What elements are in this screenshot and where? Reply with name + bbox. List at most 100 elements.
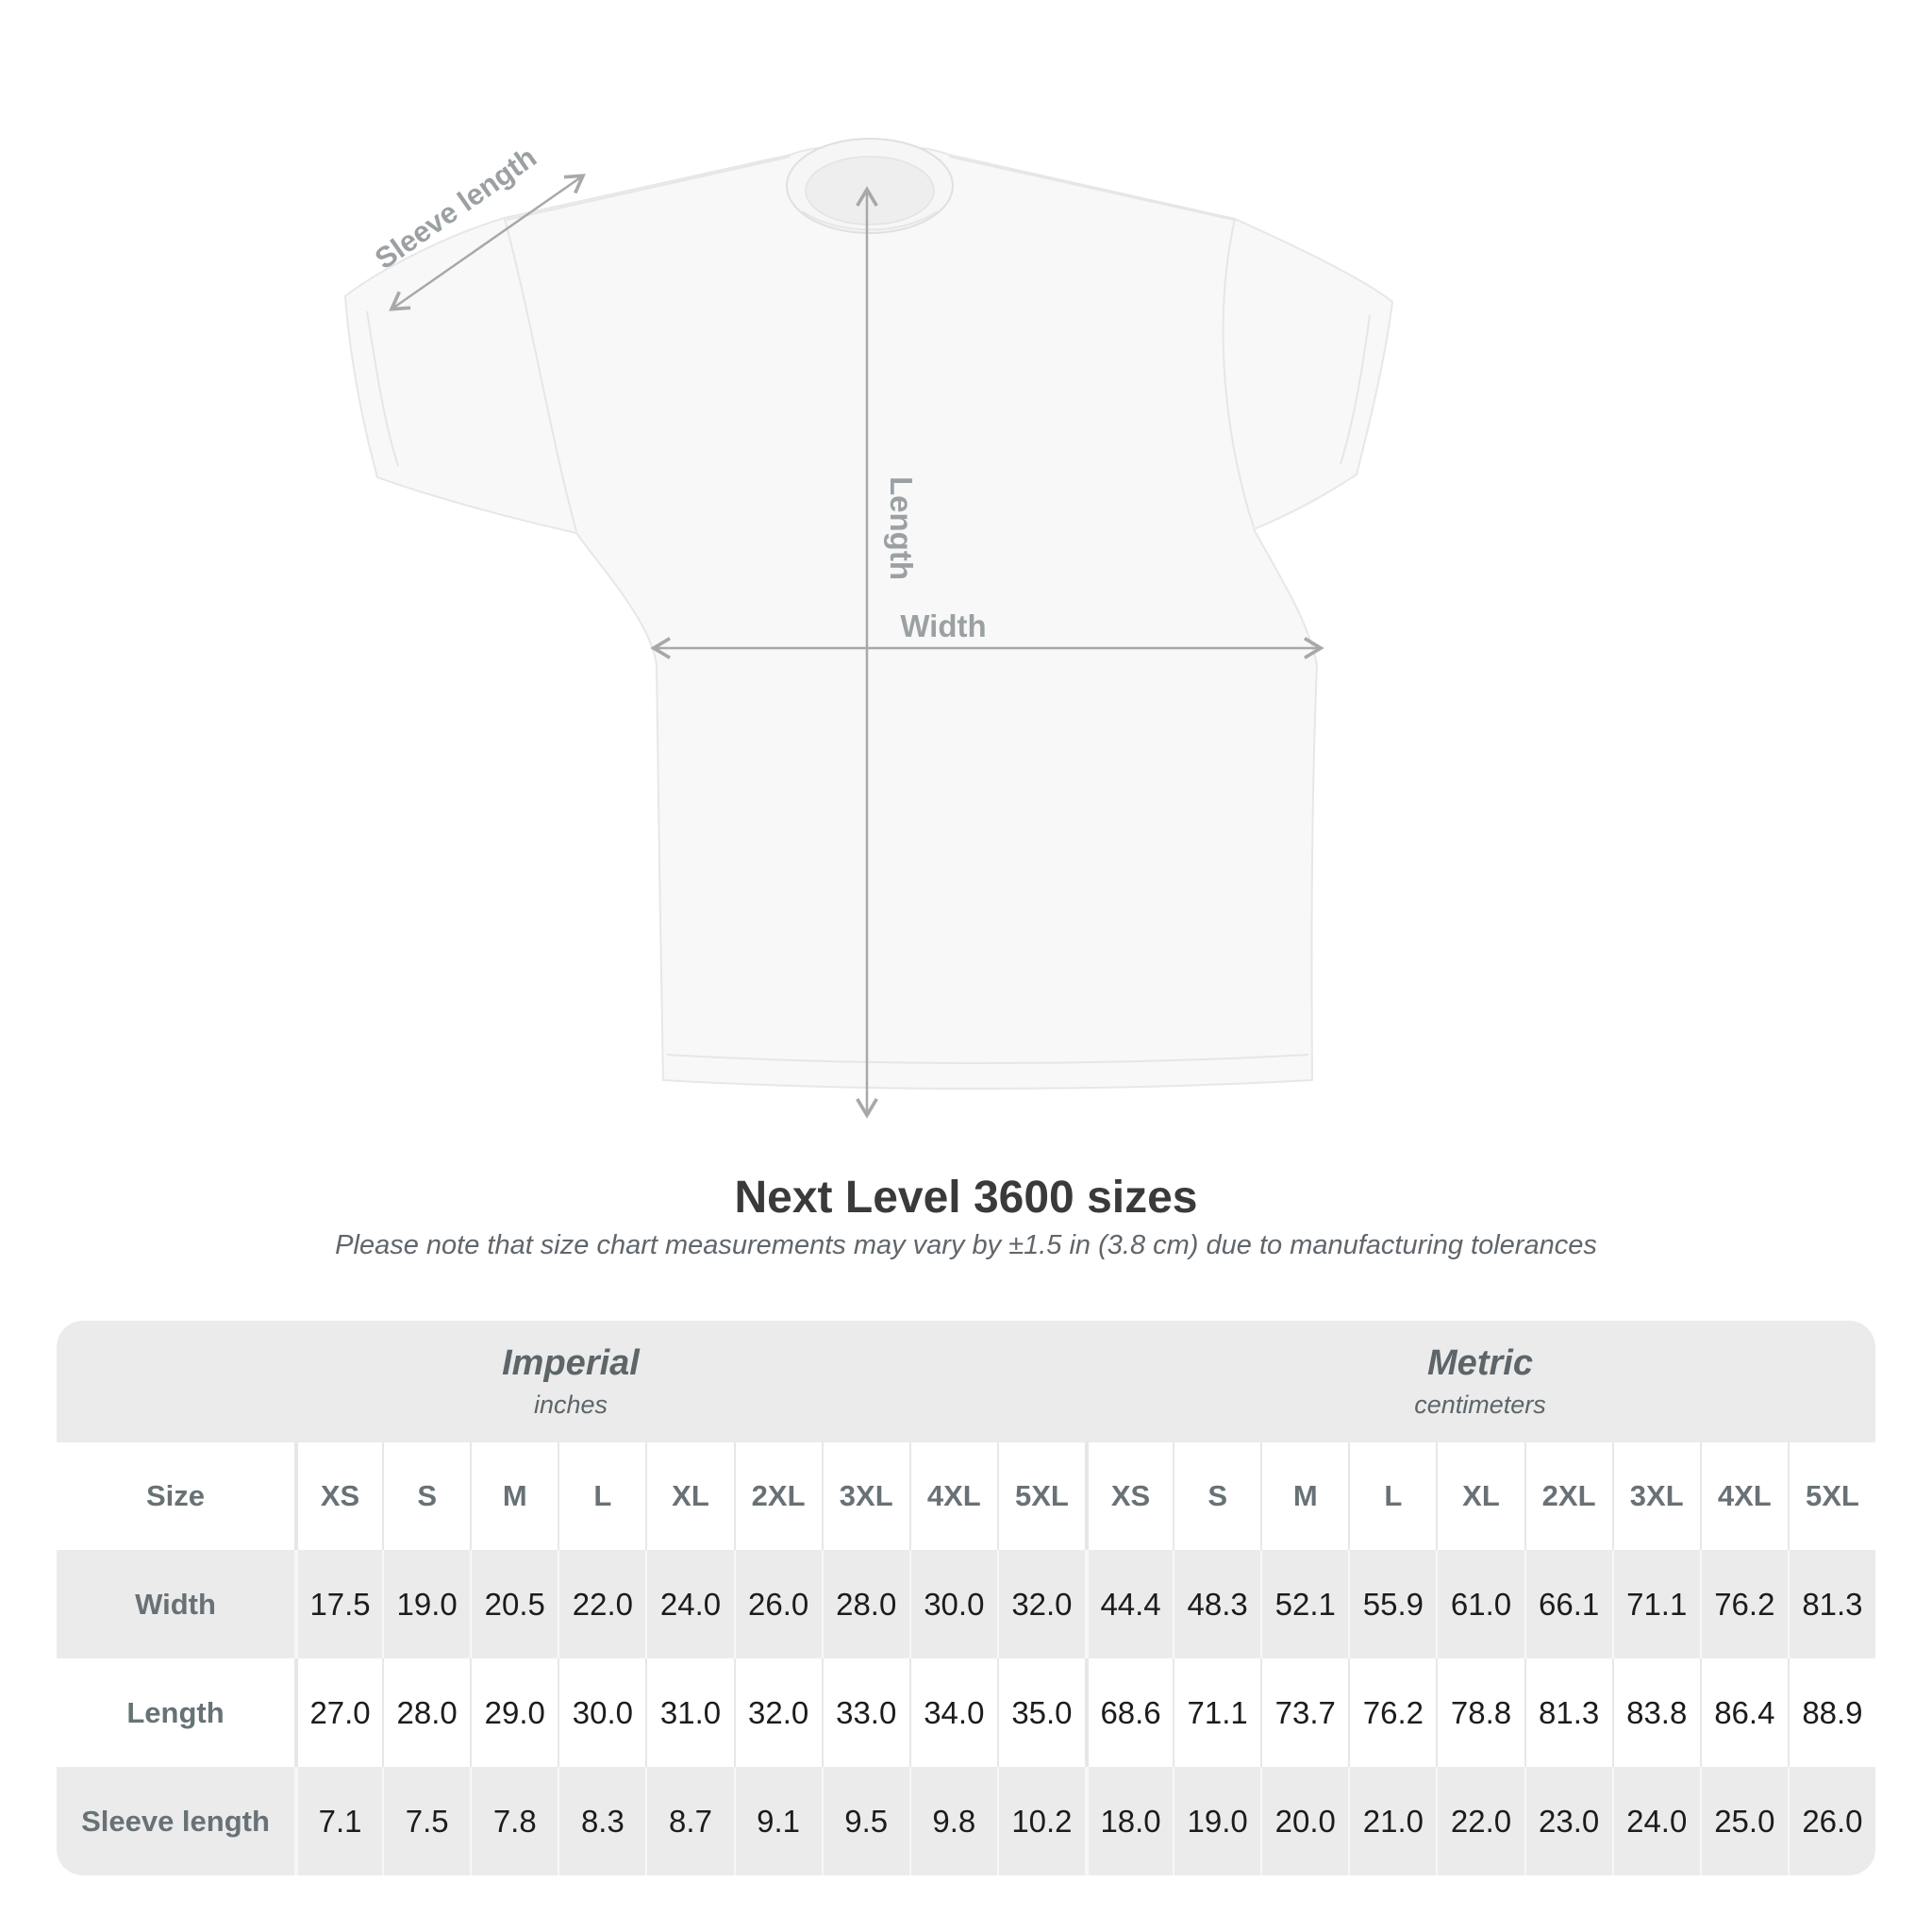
value-cell: 44.4 xyxy=(1085,1550,1173,1658)
value-cell: 30.0 xyxy=(558,1658,645,1767)
page-subtitle: Please note that size chart measurements… xyxy=(335,1230,1597,1260)
value-cell: 18.0 xyxy=(1085,1767,1173,1875)
value-cell: 7.1 xyxy=(294,1767,382,1875)
cuff-seam-left xyxy=(366,310,399,467)
value-cell: 32.0 xyxy=(733,1658,822,1767)
value-cell: 48.3 xyxy=(1173,1550,1260,1658)
unit-group-unit: centimeters xyxy=(1414,1391,1546,1419)
value-cell: 27.0 xyxy=(294,1658,382,1767)
size-col-header: 2XL xyxy=(733,1442,822,1550)
sleeve-length-arrow xyxy=(389,174,586,311)
value-cell: 10.2 xyxy=(996,1767,1085,1875)
armhole-seam-right xyxy=(1222,218,1255,528)
value-cell: 19.0 xyxy=(382,1550,470,1658)
unit-band: Imperial inches Metric centimeters xyxy=(57,1321,1875,1442)
value-cell: 17.5 xyxy=(294,1550,382,1658)
value-cell: 26.0 xyxy=(1787,1767,1875,1875)
size-col-header: S xyxy=(1173,1442,1260,1550)
value-cell: 76.2 xyxy=(1699,1550,1788,1658)
value-cell: 68.6 xyxy=(1085,1658,1173,1767)
value-cell: 22.0 xyxy=(1436,1767,1524,1875)
size-col-header: L xyxy=(1348,1442,1436,1550)
unit-group-unit: inches xyxy=(533,1391,608,1419)
size-table: Imperial inches Metric centimeters Size X… xyxy=(57,1321,1875,1875)
measurement-row-label: Length xyxy=(126,1695,225,1729)
measurement-row-label: Width xyxy=(135,1587,216,1621)
value-cell: 66.1 xyxy=(1524,1550,1612,1658)
value-cell: 34.0 xyxy=(908,1658,997,1767)
size-header-row: Size XS S M L XL 2XL 3XL 4XL 5XL XS S M L XL 2XL 3XL 4XL 5… xyxy=(57,1442,1875,1550)
measurement-arrows xyxy=(389,174,1324,1119)
size-col-header: M xyxy=(1260,1442,1348,1550)
value-cell: 8.3 xyxy=(558,1767,645,1875)
hem-stitch xyxy=(666,1054,1309,1064)
size-col-header: XS xyxy=(294,1442,382,1550)
size-col-header: 5XL xyxy=(1787,1442,1875,1550)
shoulder-seam-right xyxy=(948,156,1235,221)
value-cell: 88.9 xyxy=(1787,1658,1875,1767)
unit-group-metric: Metric centimeters xyxy=(1085,1321,1875,1442)
size-col-header: 3XL xyxy=(1611,1442,1700,1550)
value-cell: 52.1 xyxy=(1260,1550,1348,1658)
width-label: Width xyxy=(900,608,986,643)
value-cell: 28.0 xyxy=(821,1550,909,1658)
collar-hole xyxy=(805,156,935,225)
value-cell: 28.0 xyxy=(382,1658,470,1767)
value-cell: 61.0 xyxy=(1436,1550,1524,1658)
value-cell: 81.3 xyxy=(1524,1658,1612,1767)
value-cell: 8.7 xyxy=(645,1767,733,1875)
unit-group-name: Imperial xyxy=(502,1343,640,1383)
size-col-header: S xyxy=(382,1442,470,1550)
value-cell: 9.1 xyxy=(733,1767,822,1875)
value-cell: 23.0 xyxy=(1524,1767,1612,1875)
size-col-header: XL xyxy=(1436,1442,1524,1550)
size-col-header: 4XL xyxy=(1699,1442,1788,1550)
value-cell: 22.0 xyxy=(558,1550,645,1658)
value-cell: 26.0 xyxy=(733,1550,822,1658)
value-cell: 78.8 xyxy=(1436,1658,1524,1767)
table-rows: Size XS S M L XL 2XL 3XL 4XL 5XL XS S M L XL 2XL 3XL 4XL 5… xyxy=(57,1442,1875,1875)
size-col-header: 2XL xyxy=(1524,1442,1612,1550)
size-col-header: L xyxy=(558,1442,645,1550)
value-cell: 9.8 xyxy=(908,1767,997,1875)
value-cell: 30.0 xyxy=(908,1550,997,1658)
value-cell: 29.0 xyxy=(470,1658,558,1767)
value-cell: 55.9 xyxy=(1348,1550,1436,1658)
value-cell: 31.0 xyxy=(645,1658,733,1767)
measurement-row: Length 27.0 28.0 29.0 30.0 31.0 32.0 33.0 34.0 35… xyxy=(57,1658,1875,1767)
value-cell: 20.5 xyxy=(470,1550,558,1658)
value-cell: 20.0 xyxy=(1260,1767,1348,1875)
unit-group-imperial: Imperial inches xyxy=(57,1321,1085,1442)
value-cell: 35.0 xyxy=(996,1658,1085,1767)
value-cell: 76.2 xyxy=(1348,1658,1436,1767)
value-cell: 24.0 xyxy=(645,1550,733,1658)
length-label: Length xyxy=(884,476,919,580)
value-cell: 7.8 xyxy=(470,1767,558,1875)
value-cell: 24.0 xyxy=(1611,1767,1700,1875)
size-col-header: 3XL xyxy=(821,1442,909,1550)
value-cell: 71.1 xyxy=(1611,1550,1700,1658)
value-cell: 86.4 xyxy=(1699,1658,1788,1767)
value-cell: 71.1 xyxy=(1173,1658,1260,1767)
value-cell: 25.0 xyxy=(1699,1767,1788,1875)
measurement-row-label: Sleeve length xyxy=(81,1804,270,1838)
size-col-header: 5XL xyxy=(996,1442,1085,1550)
size-col-header: XL xyxy=(645,1442,733,1550)
value-cell: 21.0 xyxy=(1348,1767,1436,1875)
unit-group-name: Metric xyxy=(1427,1343,1533,1383)
value-cell: 83.8 xyxy=(1611,1658,1700,1767)
value-cell: 19.0 xyxy=(1173,1767,1260,1875)
size-col-header: 4XL xyxy=(908,1442,997,1550)
size-row-label: Size xyxy=(145,1479,206,1512)
value-cell: 32.0 xyxy=(996,1550,1085,1658)
measurement-row: Sleeve length 7.1 7.5 7.8 8.3 8.7 9.1 9.5 9.8 10.… xyxy=(57,1767,1875,1875)
tshirt-graphic xyxy=(344,138,1393,1090)
tshirt-measurement-diagram: Sleeve length Length Width xyxy=(344,138,1393,1119)
value-cell: 81.3 xyxy=(1787,1550,1875,1658)
size-col-header: M xyxy=(470,1442,558,1550)
page-title: Next Level 3600 sizes xyxy=(734,1173,1198,1223)
value-cell: 73.7 xyxy=(1260,1658,1348,1767)
value-cell: 33.0 xyxy=(821,1658,909,1767)
measurement-row: Width 17.5 19.0 20.5 22.0 24.0 26.0 28.0 30.0 32.… xyxy=(57,1550,1875,1658)
